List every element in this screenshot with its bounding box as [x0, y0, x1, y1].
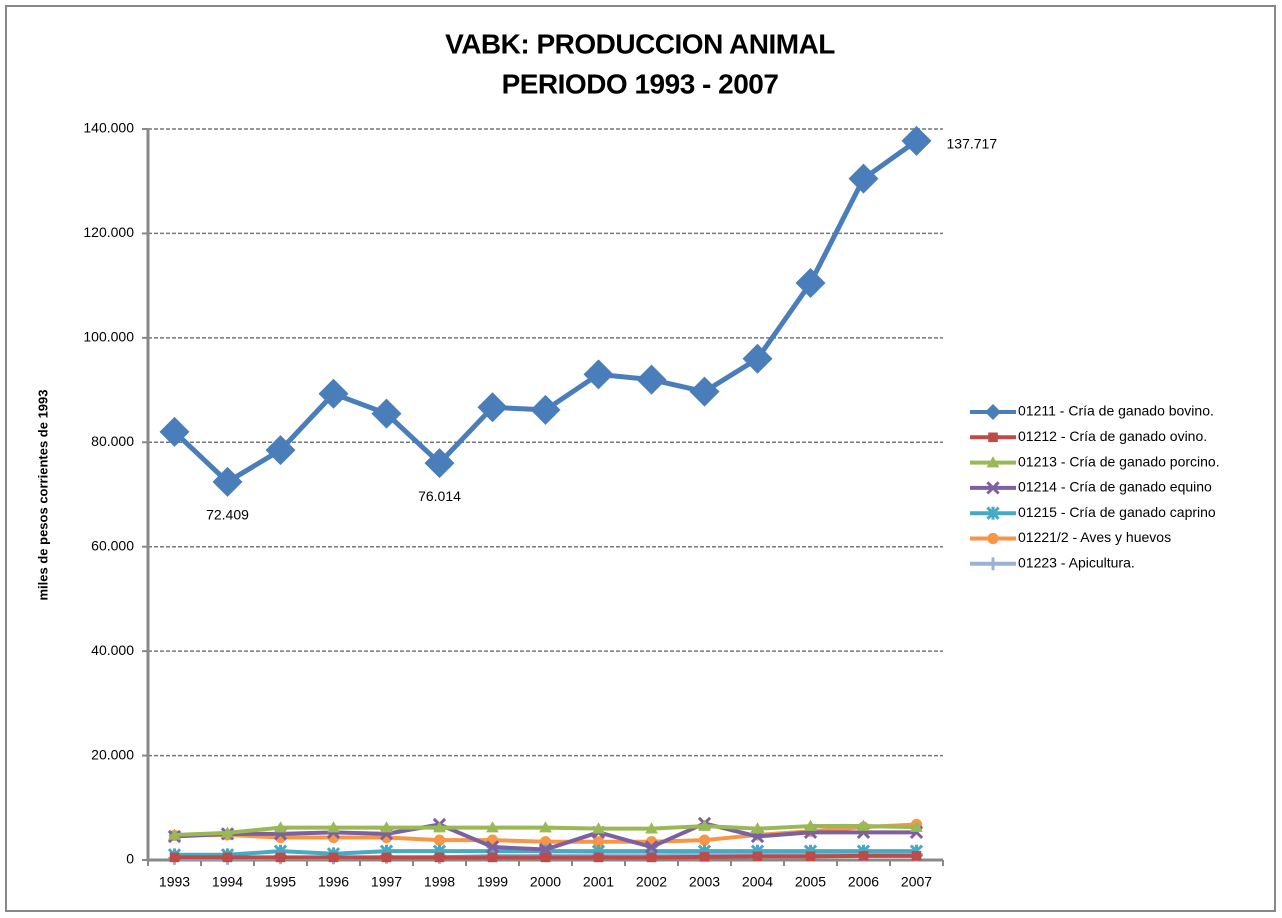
marker	[328, 852, 339, 863]
marker	[911, 851, 922, 861]
marker	[530, 394, 561, 425]
marker	[540, 852, 551, 863]
marker	[988, 432, 998, 443]
legend-label: 01213 - Cría de ganado porcino.	[1018, 453, 1220, 469]
x-tick-label: 1998	[424, 874, 455, 890]
marker	[212, 466, 243, 497]
marker	[752, 851, 763, 862]
marker	[742, 343, 773, 374]
x-tick-label: 1995	[265, 874, 296, 890]
marker	[221, 826, 234, 838]
marker	[986, 506, 1000, 520]
series: 72.409 76.014 137.717	[159, 125, 998, 523]
marker	[222, 852, 233, 863]
x-tick-label: 2001	[583, 874, 614, 890]
marker	[986, 557, 1000, 571]
marker	[985, 404, 1001, 420]
y-tick-label: 0	[126, 851, 134, 867]
marker	[848, 163, 879, 194]
marker	[804, 819, 817, 831]
marker	[795, 268, 826, 299]
marker	[433, 821, 446, 833]
legend-label: 01215 - Cría de ganado caprino	[1018, 504, 1216, 520]
y-tick-label: 20.000	[91, 746, 134, 762]
x-tick-label: 2007	[901, 874, 932, 890]
marker	[593, 852, 604, 863]
marker	[371, 398, 402, 429]
y-tick-label: 80.000	[91, 433, 134, 449]
marker	[645, 822, 658, 834]
marker	[698, 819, 711, 831]
chart-title: VABK: PRODUCCION ANIMAL	[445, 28, 835, 59]
marker	[485, 840, 500, 854]
y-tick-label: 60.000	[91, 537, 134, 553]
marker	[486, 821, 499, 833]
y-tick-label: 120.000	[83, 224, 134, 240]
marker	[592, 822, 605, 834]
marker	[987, 532, 999, 545]
marker	[168, 828, 181, 840]
x-tick-label: 1997	[371, 874, 402, 890]
marker	[858, 851, 869, 861]
x-tick-label: 2006	[848, 874, 879, 890]
marker	[380, 821, 393, 833]
x-tick-label: 2000	[530, 874, 561, 890]
marker	[805, 851, 816, 862]
x-tick-label: 1999	[477, 874, 508, 890]
data-label: 72.409	[206, 507, 249, 523]
series	[169, 851, 922, 863]
marker	[169, 852, 180, 863]
marker	[539, 836, 552, 848]
legend-label: 01214 - Cría de ganado equino	[1018, 479, 1212, 495]
legend-label: 01221/2 - Aves y huevos	[1018, 529, 1171, 545]
marker	[986, 456, 1000, 468]
marker	[265, 435, 296, 466]
x-tick-label: 1994	[212, 874, 243, 890]
marker	[275, 852, 286, 863]
marker	[583, 359, 614, 390]
data-label: 137.717	[947, 136, 998, 152]
y-tick-label: 40.000	[91, 642, 134, 658]
x-tick-label: 2002	[636, 874, 667, 890]
marker	[699, 852, 710, 862]
y-axis-label: miles de pesos corrientes de 1993	[35, 390, 50, 601]
marker	[689, 376, 720, 407]
y-tick-label: 140.000	[83, 120, 134, 136]
data-label: 76.014	[418, 488, 461, 504]
chart-subtitle: PERIODO 1993 - 2007	[502, 68, 779, 99]
marker	[857, 819, 870, 831]
x-tick-label: 2003	[689, 874, 720, 890]
marker	[433, 834, 446, 846]
marker	[901, 125, 932, 156]
x-tick-label: 2004	[742, 874, 773, 890]
legend-label: 01223 - Apicultura.	[1018, 555, 1135, 571]
marker	[910, 820, 923, 832]
marker	[539, 821, 552, 833]
marker	[424, 448, 455, 479]
marker	[318, 378, 349, 409]
chart-frame	[5, 5, 1276, 912]
marker	[434, 852, 445, 863]
marker	[751, 822, 764, 834]
marker	[636, 364, 667, 395]
marker	[986, 481, 1000, 495]
legend-label: 01212 - Cría de ganado ovino.	[1018, 428, 1207, 444]
marker	[381, 852, 392, 863]
marker	[644, 840, 659, 854]
marker	[159, 416, 190, 447]
legend-label: 01211 - Cría de ganado bovino.	[1018, 403, 1214, 419]
marker	[646, 852, 657, 863]
x-tick-label: 2005	[795, 874, 826, 890]
series	[168, 819, 923, 840]
x-tick-label: 1993	[159, 874, 190, 890]
marker	[274, 821, 287, 833]
marker	[487, 852, 498, 863]
x-tick-label: 1996	[318, 874, 349, 890]
marker	[327, 821, 340, 833]
y-tick-label: 100.000	[83, 329, 134, 345]
marker	[477, 392, 508, 423]
marker	[592, 836, 605, 848]
marker	[698, 834, 711, 846]
